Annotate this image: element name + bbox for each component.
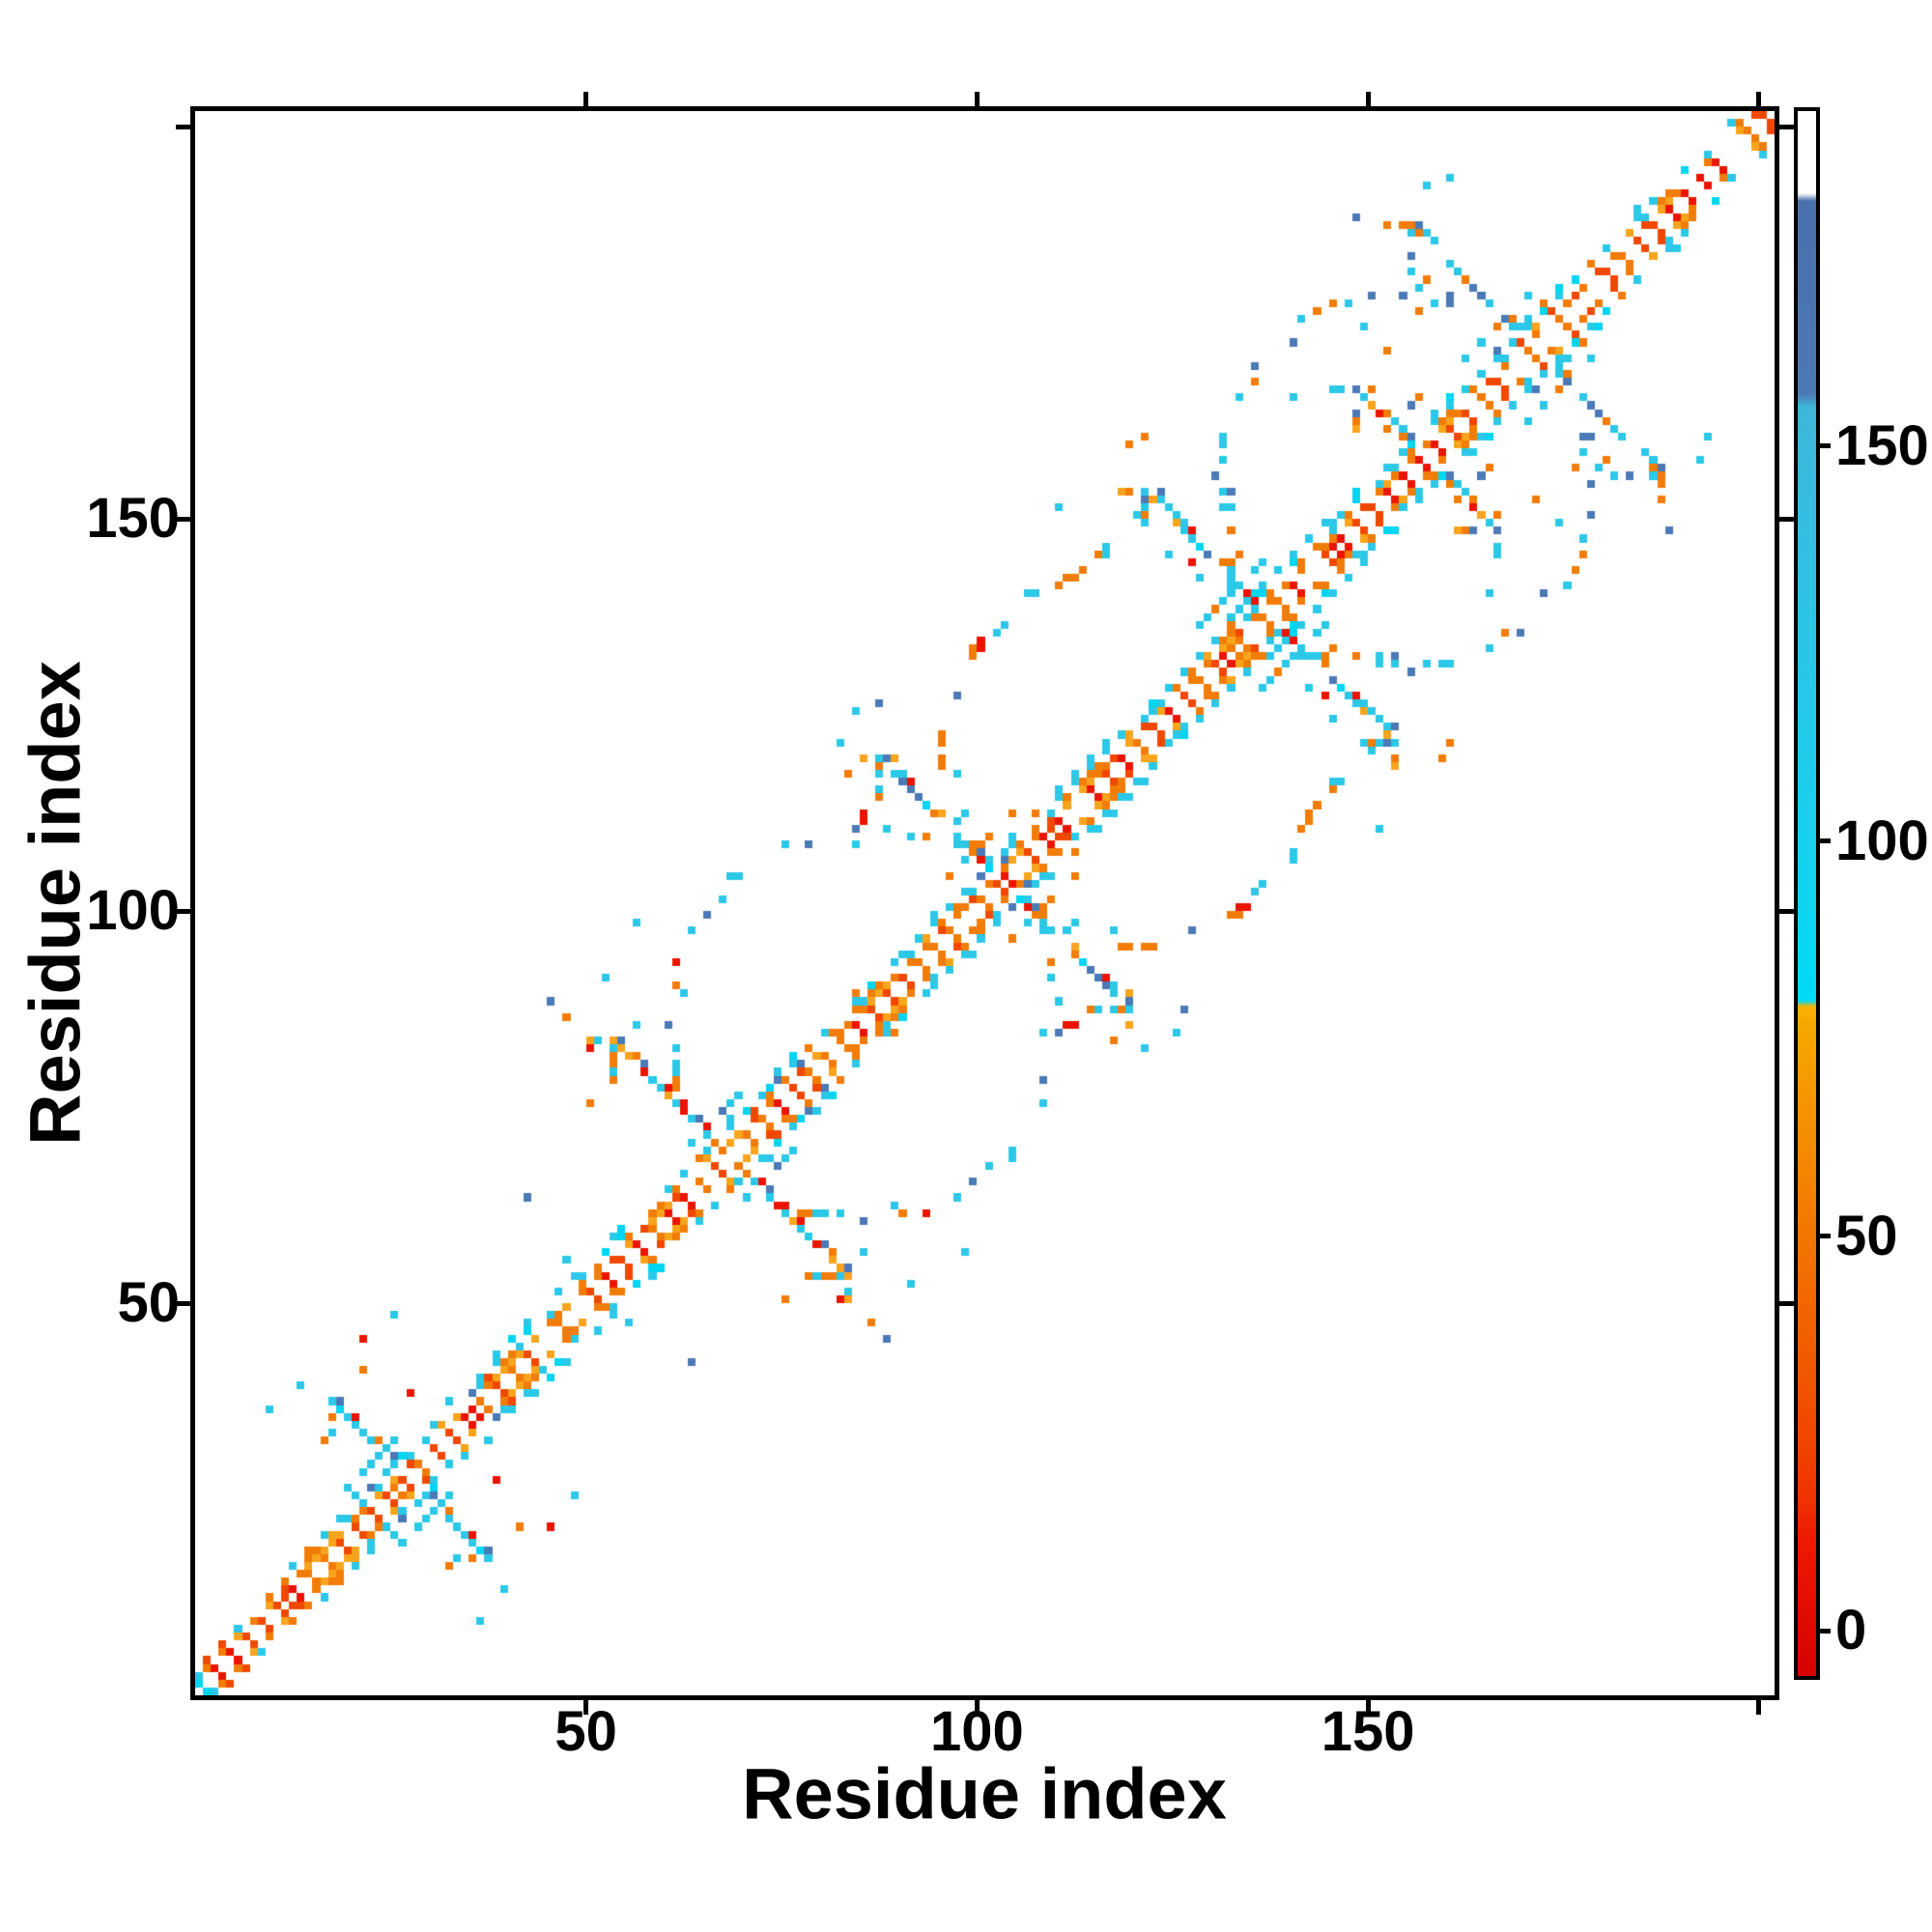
colorbar-gradient <box>1798 111 1816 1676</box>
y-axis-tick-right <box>1779 124 1794 129</box>
colorbar-tick <box>1820 838 1831 844</box>
x-axis-tick <box>974 1700 980 1715</box>
y-tick-label: 50 <box>117 1271 180 1335</box>
x-axis-tick <box>583 1700 589 1715</box>
x-axis-title: Residue index <box>742 1753 1227 1834</box>
colorbar-tick <box>1820 1234 1831 1238</box>
x-tick-label: 100 <box>930 1700 1024 1763</box>
x-axis-tick-top <box>974 92 980 106</box>
plot-border <box>190 106 1779 1700</box>
x-tick-label: 150 <box>1321 1700 1415 1763</box>
colorbar <box>1794 107 1820 1680</box>
colorbar-tick-label: 100 <box>1835 809 1929 872</box>
y-tick-label: 100 <box>86 879 180 943</box>
x-axis-tick-top <box>1365 92 1371 106</box>
contact-map-canvas <box>195 111 1775 1695</box>
colorbar-tick <box>1820 443 1831 449</box>
y-tick-label: 150 <box>86 487 180 551</box>
x-axis-tick-top <box>1756 92 1762 106</box>
colorbar-tick-label: 150 <box>1835 413 1929 477</box>
x-axis-tick <box>1365 1700 1371 1715</box>
y-axis-tick <box>176 908 190 914</box>
y-axis-tick-right <box>1779 908 1794 914</box>
x-axis-tick-top <box>583 92 589 106</box>
colorbar-tick <box>1820 1628 1831 1634</box>
colorbar-tick-label: 50 <box>1835 1204 1898 1267</box>
x-axis-tick <box>1756 1700 1762 1715</box>
y-axis-tick <box>176 1300 190 1306</box>
y-axis-tick <box>176 124 190 129</box>
x-tick-label: 50 <box>554 1700 617 1763</box>
colorbar-tick-label: 0 <box>1835 1599 1867 1662</box>
y-axis-tick-right <box>1779 516 1794 522</box>
y-axis-tick <box>176 516 190 522</box>
y-axis-title: Residue index <box>14 661 96 1146</box>
y-axis-tick-right <box>1779 1300 1794 1306</box>
